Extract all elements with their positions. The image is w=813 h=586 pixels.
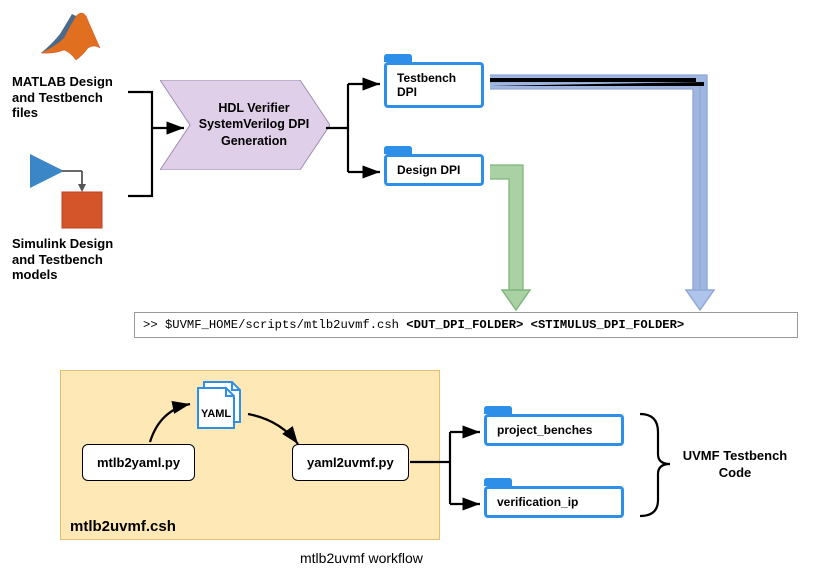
- design-dpi-folder: Design DPI: [384, 146, 484, 186]
- cmd-arg2: <STIMULUS_DPI_FOLDER>: [531, 318, 685, 332]
- tb-dpi-label: Testbench DPI: [397, 71, 456, 99]
- verification-ip-folder: verification_ip: [484, 478, 624, 518]
- yaml2uvmf-box: yaml2uvmf.py: [292, 444, 409, 481]
- testbench-dpi-folder: Testbench DPI: [384, 54, 484, 108]
- yaml-label: YAML: [201, 408, 231, 420]
- csh-label: mtlb2uvmf.csh: [70, 518, 176, 535]
- simulink-logo-icon: [26, 150, 116, 230]
- simulink-label: Simulink Design and Testbench models: [12, 236, 130, 283]
- cmd-arg1: <DUT_DPI_FOLDER>: [406, 318, 523, 332]
- workflow-caption: mtlb2uvmf workflow: [300, 550, 423, 566]
- hdl-text: HDL Verifier SystemVerilog DPI Generatio…: [194, 100, 314, 149]
- matlab-label: MATLAB Design and Testbench files: [12, 74, 130, 121]
- project-benches-folder: project_benches: [484, 406, 624, 446]
- hdl-verifier-block: HDL Verifier SystemVerilog DPI Generatio…: [160, 80, 330, 170]
- design-dpi-label: Design DPI: [397, 163, 460, 177]
- matlab-logo-icon: [36, 8, 108, 68]
- yaml-doc-icon: YAML: [192, 378, 248, 434]
- mtlb2yaml-box: mtlb2yaml.py: [82, 444, 195, 481]
- cmd-prefix: >> $UVMF_HOME/scripts/mtlb2uvmf.csh: [143, 318, 406, 332]
- uvmf-tb-label: UVMF Testbench Code: [680, 448, 790, 482]
- command-box: >> $UVMF_HOME/scripts/mtlb2uvmf.csh <DUT…: [134, 312, 798, 338]
